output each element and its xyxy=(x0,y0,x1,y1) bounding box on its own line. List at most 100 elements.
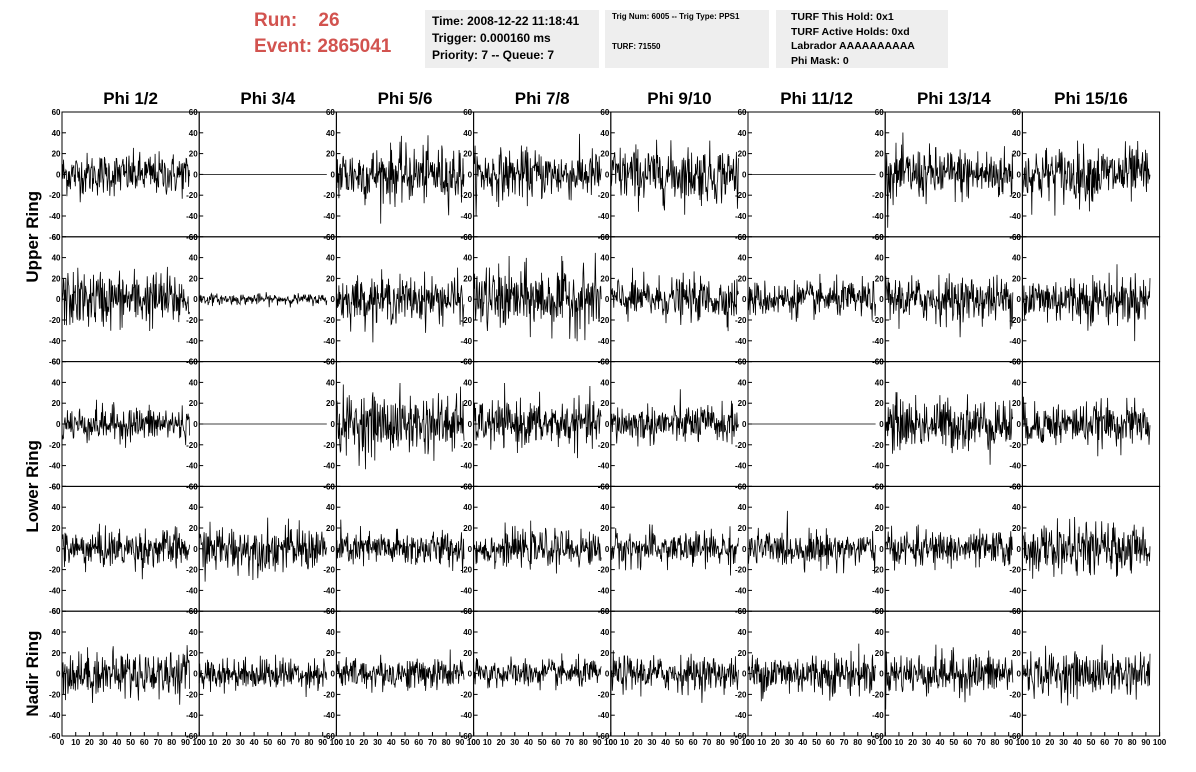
y-tick-label: 40 xyxy=(1012,254,1021,263)
y-tick-label: 0 xyxy=(56,295,61,304)
turf-info-box: TURF This Hold: 0x1 TURF Active Holds: 0… xyxy=(776,10,948,68)
y-tick-label: 20 xyxy=(463,150,472,159)
x-tick-label: 80 xyxy=(853,738,862,747)
y-tick-label: 60 xyxy=(1012,358,1021,367)
y-tick-label: 0 xyxy=(330,170,335,179)
y-tick-label: 20 xyxy=(52,150,61,159)
y-tick-label: 0 xyxy=(1016,420,1021,429)
y-tick-label: 40 xyxy=(738,503,747,512)
x-tick-label: 20 xyxy=(497,738,506,747)
y-tick-label: 60 xyxy=(326,233,335,242)
y-tick-label: 40 xyxy=(189,503,198,512)
y-tick-label: 40 xyxy=(875,129,884,138)
x-tick-label: 100 xyxy=(330,738,344,747)
waveform-trace xyxy=(198,292,328,308)
y-tick-label: 0 xyxy=(330,295,335,304)
y-tick-label: 0 xyxy=(879,545,884,554)
y-tick-label: 0 xyxy=(193,545,198,554)
y-tick-label: 20 xyxy=(326,524,335,533)
column-header: Phi 1/2 xyxy=(103,89,158,108)
y-tick-label: 40 xyxy=(463,503,472,512)
x-tick-label: 50 xyxy=(812,738,821,747)
y-tick-label: 20 xyxy=(189,524,198,533)
y-tick-label: 20 xyxy=(189,399,198,408)
x-tick-label: 30 xyxy=(510,738,519,747)
y-tick-label: -20 xyxy=(323,566,335,575)
x-tick-label: 90 xyxy=(318,738,327,747)
y-tick-label: 0 xyxy=(879,670,884,679)
y-tick-label: -40 xyxy=(49,586,61,595)
run-event-header: Run: 26 Event: 2865041 xyxy=(254,8,391,60)
x-tick-label: 50 xyxy=(675,738,684,747)
y-tick-label: 40 xyxy=(1012,129,1021,138)
y-tick-label: 40 xyxy=(875,503,884,512)
x-tick-label: 100 xyxy=(1153,738,1167,747)
waveform-trace xyxy=(336,382,465,470)
y-tick-label: 0 xyxy=(56,670,61,679)
x-tick-label: 60 xyxy=(1100,738,1109,747)
y-tick-label: -40 xyxy=(49,212,61,221)
waveform-trace xyxy=(336,135,465,224)
x-tick-label: 70 xyxy=(154,738,163,747)
y-tick-label: -40 xyxy=(186,462,198,471)
y-tick-label: 40 xyxy=(738,628,747,637)
y-tick-label: 40 xyxy=(1012,378,1021,387)
y-tick-label: -20 xyxy=(49,441,61,450)
y-tick-label: 40 xyxy=(189,378,198,387)
x-tick-label: 40 xyxy=(112,738,121,747)
x-tick-label: 10 xyxy=(346,738,355,747)
x-tick-label: 10 xyxy=(894,738,903,747)
y-tick-label: 0 xyxy=(1016,670,1021,679)
y-tick-label: -60 xyxy=(598,358,610,367)
y-tick-label: -20 xyxy=(598,191,610,200)
x-tick-label: 40 xyxy=(524,738,533,747)
x-tick-label: 70 xyxy=(291,738,300,747)
x-tick-label: 30 xyxy=(236,738,245,747)
waveform-trace xyxy=(747,510,876,574)
y-tick-label: 60 xyxy=(875,358,884,367)
y-tick-label: 60 xyxy=(875,233,884,242)
y-tick-label: -40 xyxy=(872,337,884,346)
y-tick-label: 20 xyxy=(738,274,747,283)
waveform-trace xyxy=(473,653,602,691)
x-tick-label: 20 xyxy=(1045,738,1054,747)
x-tick-label: 50 xyxy=(401,738,410,747)
run-value: 26 xyxy=(318,10,340,31)
y-tick-label: 40 xyxy=(326,503,335,512)
ring-label: Nadir Ring xyxy=(23,631,42,717)
y-tick-label: 40 xyxy=(600,378,609,387)
y-tick-label: -20 xyxy=(323,441,335,450)
y-tick-label: 60 xyxy=(1012,233,1021,242)
y-tick-label: -20 xyxy=(461,316,473,325)
y-tick-label: 60 xyxy=(326,358,335,367)
x-tick-label: 10 xyxy=(620,738,629,747)
y-tick-label: -60 xyxy=(1009,358,1021,367)
y-tick-label: -20 xyxy=(872,191,884,200)
y-tick-label: -20 xyxy=(872,566,884,575)
waveform-trace xyxy=(61,147,190,203)
y-tick-label: 40 xyxy=(52,503,61,512)
y-tick-label: 40 xyxy=(52,378,61,387)
y-tick-label: 60 xyxy=(875,607,884,616)
y-tick-label: 0 xyxy=(742,420,747,429)
y-tick-label: 0 xyxy=(468,670,473,679)
y-tick-label: -20 xyxy=(49,191,61,200)
y-tick-label: 20 xyxy=(326,399,335,408)
y-tick-label: -40 xyxy=(1009,462,1021,471)
waveform-trace xyxy=(1022,140,1151,216)
y-tick-label: 40 xyxy=(600,503,609,512)
x-tick-label: 30 xyxy=(785,738,794,747)
x-tick-label: 80 xyxy=(991,738,1000,747)
y-tick-label: -40 xyxy=(49,711,61,720)
y-tick-label: -20 xyxy=(461,191,473,200)
y-tick-label: 60 xyxy=(600,233,609,242)
y-tick-label: 60 xyxy=(463,358,472,367)
waveform-trace xyxy=(1022,644,1151,706)
y-tick-label: 40 xyxy=(738,129,747,138)
y-tick-label: -20 xyxy=(186,690,198,699)
run-label: Run: xyxy=(254,10,298,31)
y-tick-label: 20 xyxy=(875,150,884,159)
y-tick-label: 20 xyxy=(1012,399,1021,408)
x-tick-label: 60 xyxy=(277,738,286,747)
y-tick-label: -60 xyxy=(1009,482,1021,491)
